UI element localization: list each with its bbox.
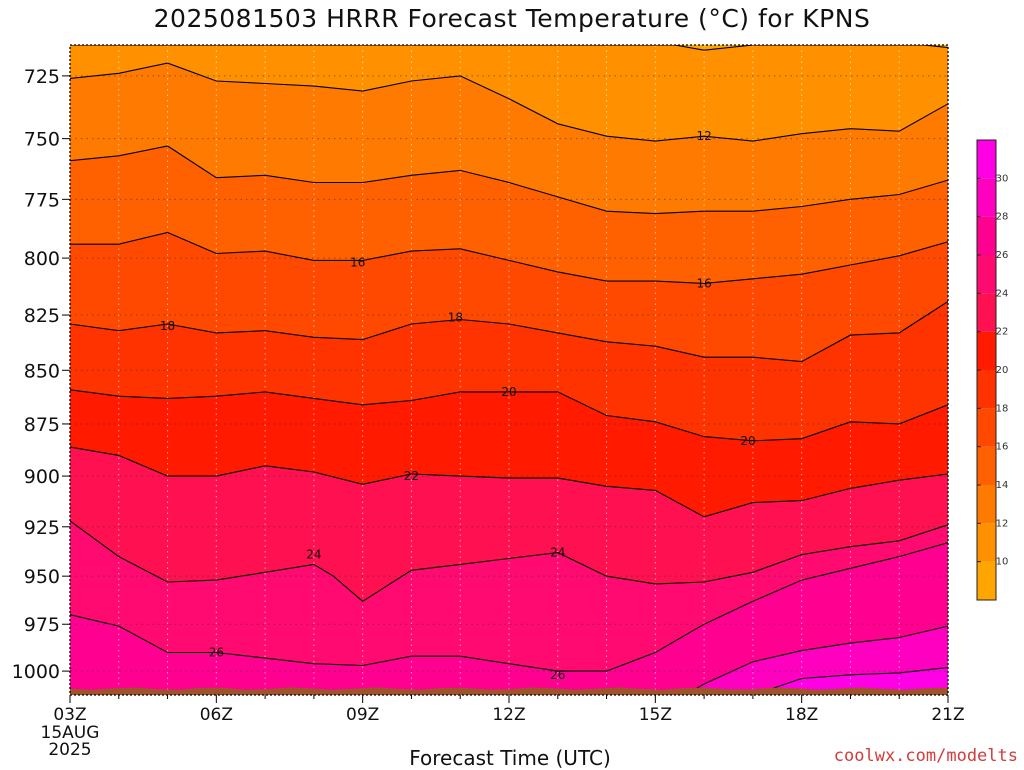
x-tick-label-21Z: 21Z xyxy=(931,705,964,725)
colorbar-bin-14 xyxy=(977,446,996,485)
colorbar-label-12: 12 xyxy=(996,518,1009,529)
y-tick-label-950: 950 xyxy=(24,566,60,588)
x-tick-label-15Z: 15Z xyxy=(639,705,672,725)
contour-label-16: 16 xyxy=(696,276,711,290)
contour-line-26 xyxy=(70,542,948,672)
y-tick-label-875: 875 xyxy=(24,414,60,436)
contour-label-20: 20 xyxy=(740,434,755,448)
source-credit: coolwx.com/modelts xyxy=(833,746,1018,766)
y-tick-label-900: 900 xyxy=(24,466,60,488)
contour-line-12 xyxy=(70,62,948,142)
y-tick-label-800: 800 xyxy=(24,248,60,270)
x-tick-label-12Z: 12Z xyxy=(492,705,525,725)
contour-line-22 xyxy=(70,446,948,518)
grid-lines xyxy=(70,45,948,695)
y-tick-label-825: 825 xyxy=(24,305,60,327)
y-tick-label-725: 725 xyxy=(24,66,60,88)
colorbar-label-14: 14 xyxy=(996,480,1009,491)
x-axis-label: Forecast Time (UTC) xyxy=(409,746,611,770)
colorbar-label-10: 10 xyxy=(996,557,1009,568)
contour-label-18: 18 xyxy=(448,310,463,324)
contour-label-18: 18 xyxy=(160,319,175,333)
contour-label-24: 24 xyxy=(550,546,565,560)
colorbar-label-26: 26 xyxy=(996,250,1009,261)
x-tick-label-03Z: 03Z xyxy=(53,705,86,725)
colorbar-label-20: 20 xyxy=(996,365,1009,376)
temperature-band-29 xyxy=(70,625,948,695)
temperature-band-9 xyxy=(70,45,948,51)
contour-label-12: 12 xyxy=(696,129,711,143)
contour-line-24 xyxy=(70,520,948,602)
colorbar-bin-20 xyxy=(977,331,996,370)
colorbar-bin-30 xyxy=(977,140,996,179)
colorbar-bin-28 xyxy=(977,178,996,217)
ground-surface xyxy=(70,687,948,695)
contour-line-30 xyxy=(752,666,948,695)
y-tick-label-775: 775 xyxy=(24,189,60,211)
colorbar-bin-12 xyxy=(977,485,996,524)
colorbar-bin-22 xyxy=(977,293,996,332)
x-tick-label-09Z: 09Z xyxy=(346,705,379,725)
contour-label-20: 20 xyxy=(501,385,516,399)
x-tick-label-18Z: 18Z xyxy=(785,705,818,725)
x-tick-sublabel-15AUG: 15AUG xyxy=(41,723,100,743)
contour-label-26: 26 xyxy=(209,645,224,659)
y-tick-label-1000: 1000 xyxy=(12,661,60,683)
colorbar-bin-8 xyxy=(977,561,996,600)
contour-line-16 xyxy=(70,231,948,284)
contour-line-28 xyxy=(684,625,948,695)
contour-label-24: 24 xyxy=(306,548,321,562)
contour-label-16: 16 xyxy=(350,256,365,270)
colorbar-bin-24 xyxy=(977,255,996,294)
contour-label-26: 26 xyxy=(550,668,565,682)
colorbar-label-18: 18 xyxy=(996,403,1009,414)
colorbar-bin-16 xyxy=(977,408,996,447)
contour-line-14 xyxy=(70,145,948,215)
colorbar-label-16: 16 xyxy=(996,442,1009,453)
colorbar-bin-18 xyxy=(977,370,996,409)
colorbar-bin-10 xyxy=(977,523,996,562)
colorbar-label-28: 28 xyxy=(996,212,1009,223)
colorbar-label-30: 30 xyxy=(996,173,1009,184)
y-tick-label-850: 850 xyxy=(24,360,60,382)
contour-lines xyxy=(70,45,948,695)
y-tick-label-975: 975 xyxy=(24,614,60,636)
contour-line-20 xyxy=(70,389,948,442)
y-tick-label-925: 925 xyxy=(24,517,60,539)
colorbar-label-24: 24 xyxy=(996,288,1009,299)
chart-title: 2025081503 HRRR Forecast Temperature (°C… xyxy=(153,4,871,33)
y-tick-label-750: 750 xyxy=(24,129,60,151)
contour-line-18 xyxy=(70,301,948,363)
colorbar-label-22: 22 xyxy=(996,327,1009,338)
colorbar-bin-26 xyxy=(977,216,996,255)
contour-label-22: 22 xyxy=(404,469,419,483)
x-tick-sublabel-2025: 2025 xyxy=(48,740,91,760)
x-tick-label-06Z: 06Z xyxy=(200,705,233,725)
